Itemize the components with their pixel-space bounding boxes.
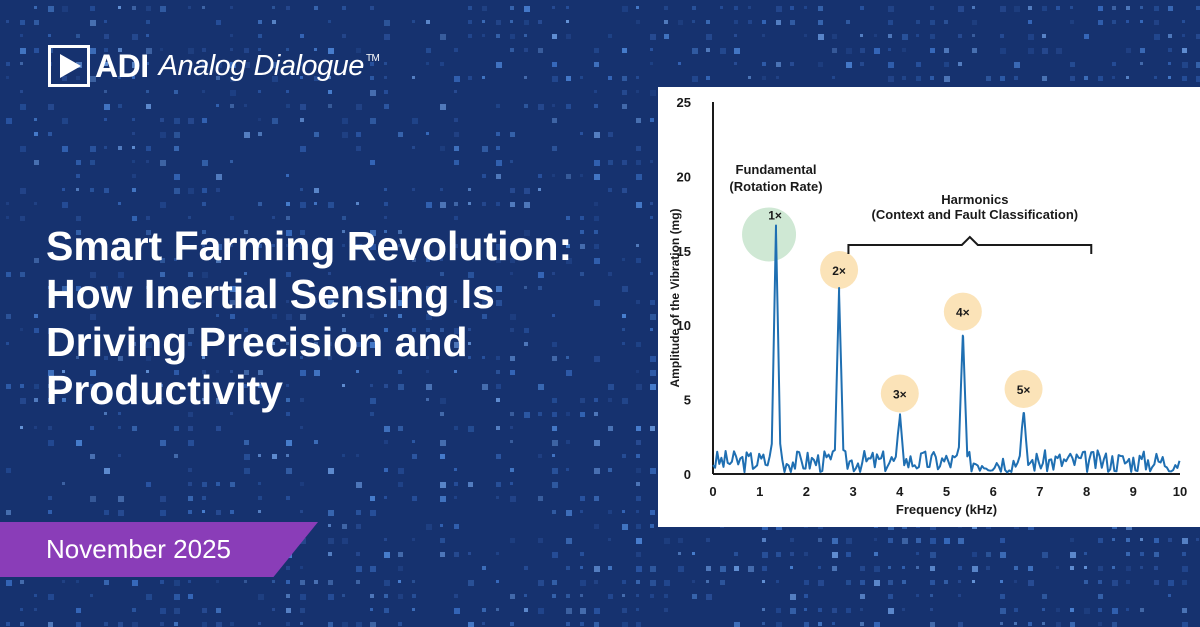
- x-axis-title: Frequency (kHz): [896, 502, 997, 517]
- vibration-spectrum-chart: 0 1 2 3 4 5 6 7 8 9 10 0 5 10 15 20 25 Frequency (kHz) Amp…: [668, 95, 1187, 517]
- brand-publication-text: Analog Dialogue: [158, 49, 365, 82]
- peak-highlight-circle: [742, 207, 797, 262]
- peak-label: 5×: [1017, 383, 1031, 397]
- x-tick-label: 4: [896, 484, 904, 499]
- brand-header: ADI Analog Dialogue TM: [48, 44, 380, 88]
- peak-label: 3×: [893, 387, 907, 401]
- y-tick-label: 20: [677, 169, 691, 184]
- x-tick-label: 3: [849, 484, 856, 499]
- peak-label: 1×: [768, 208, 782, 222]
- x-tick-label: 2: [803, 484, 810, 499]
- spectrum-line: [712, 224, 1181, 474]
- y-tick-label: 10: [677, 318, 691, 333]
- y-axis-title: Amplitude of the Vibration (mg): [668, 208, 682, 387]
- date-banner: [0, 522, 318, 577]
- x-tick-label: 9: [1130, 484, 1137, 499]
- harmonics-annotation: Harmonics: [941, 192, 1008, 207]
- brand-publication: Analog Dialogue TM: [159, 50, 380, 83]
- x-tick-label: 8: [1083, 484, 1090, 499]
- harmonics-brace: [847, 235, 1093, 254]
- x-tick-label: 1: [756, 484, 763, 499]
- headline-line: Driving Precision and: [46, 319, 468, 365]
- x-tick-label: 7: [1036, 484, 1043, 499]
- y-tick-label: 25: [677, 95, 691, 110]
- brand-company: ADI: [95, 47, 149, 84]
- y-tick-label: 0: [684, 467, 691, 482]
- fundamental-annotation: Fundamental: [736, 162, 817, 177]
- article-headline: Smart Farming Revolution: How Inertial S…: [46, 222, 656, 414]
- headline-line: Smart Farming Revolution:: [46, 223, 573, 269]
- peak-highlight-circle: [880, 374, 919, 413]
- x-tick-label: 5: [943, 484, 950, 499]
- peak-label: 4×: [956, 306, 970, 320]
- chart-card: 0 1 2 3 4 5 6 7 8 9 10 0 5 10 15 20 25 Frequency (kHz) Amp…: [658, 87, 1200, 527]
- trademark-mark: TM: [365, 52, 380, 64]
- x-tick-label: 6: [990, 484, 997, 499]
- peak-label: 2×: [832, 264, 846, 278]
- y-tick-label: 5: [684, 393, 691, 408]
- peak-highlight-circle: [1004, 369, 1043, 408]
- harmonics-annotation-sub: (Context and Fault Classification): [872, 207, 1079, 222]
- adi-logo-icon: [48, 45, 90, 87]
- headline-line: Productivity: [46, 367, 283, 413]
- publication-date: November 2025: [46, 534, 231, 564]
- x-tick-label: 10: [1173, 484, 1187, 499]
- y-tick-label: 15: [677, 244, 691, 259]
- peak-highlight-circle: [820, 250, 859, 289]
- peak-highlight-circle: [943, 292, 982, 331]
- x-tick-label: 0: [709, 484, 716, 499]
- fundamental-annotation-sub: (Rotation Rate): [729, 179, 822, 194]
- headline-line: How Inertial Sensing Is: [46, 271, 495, 317]
